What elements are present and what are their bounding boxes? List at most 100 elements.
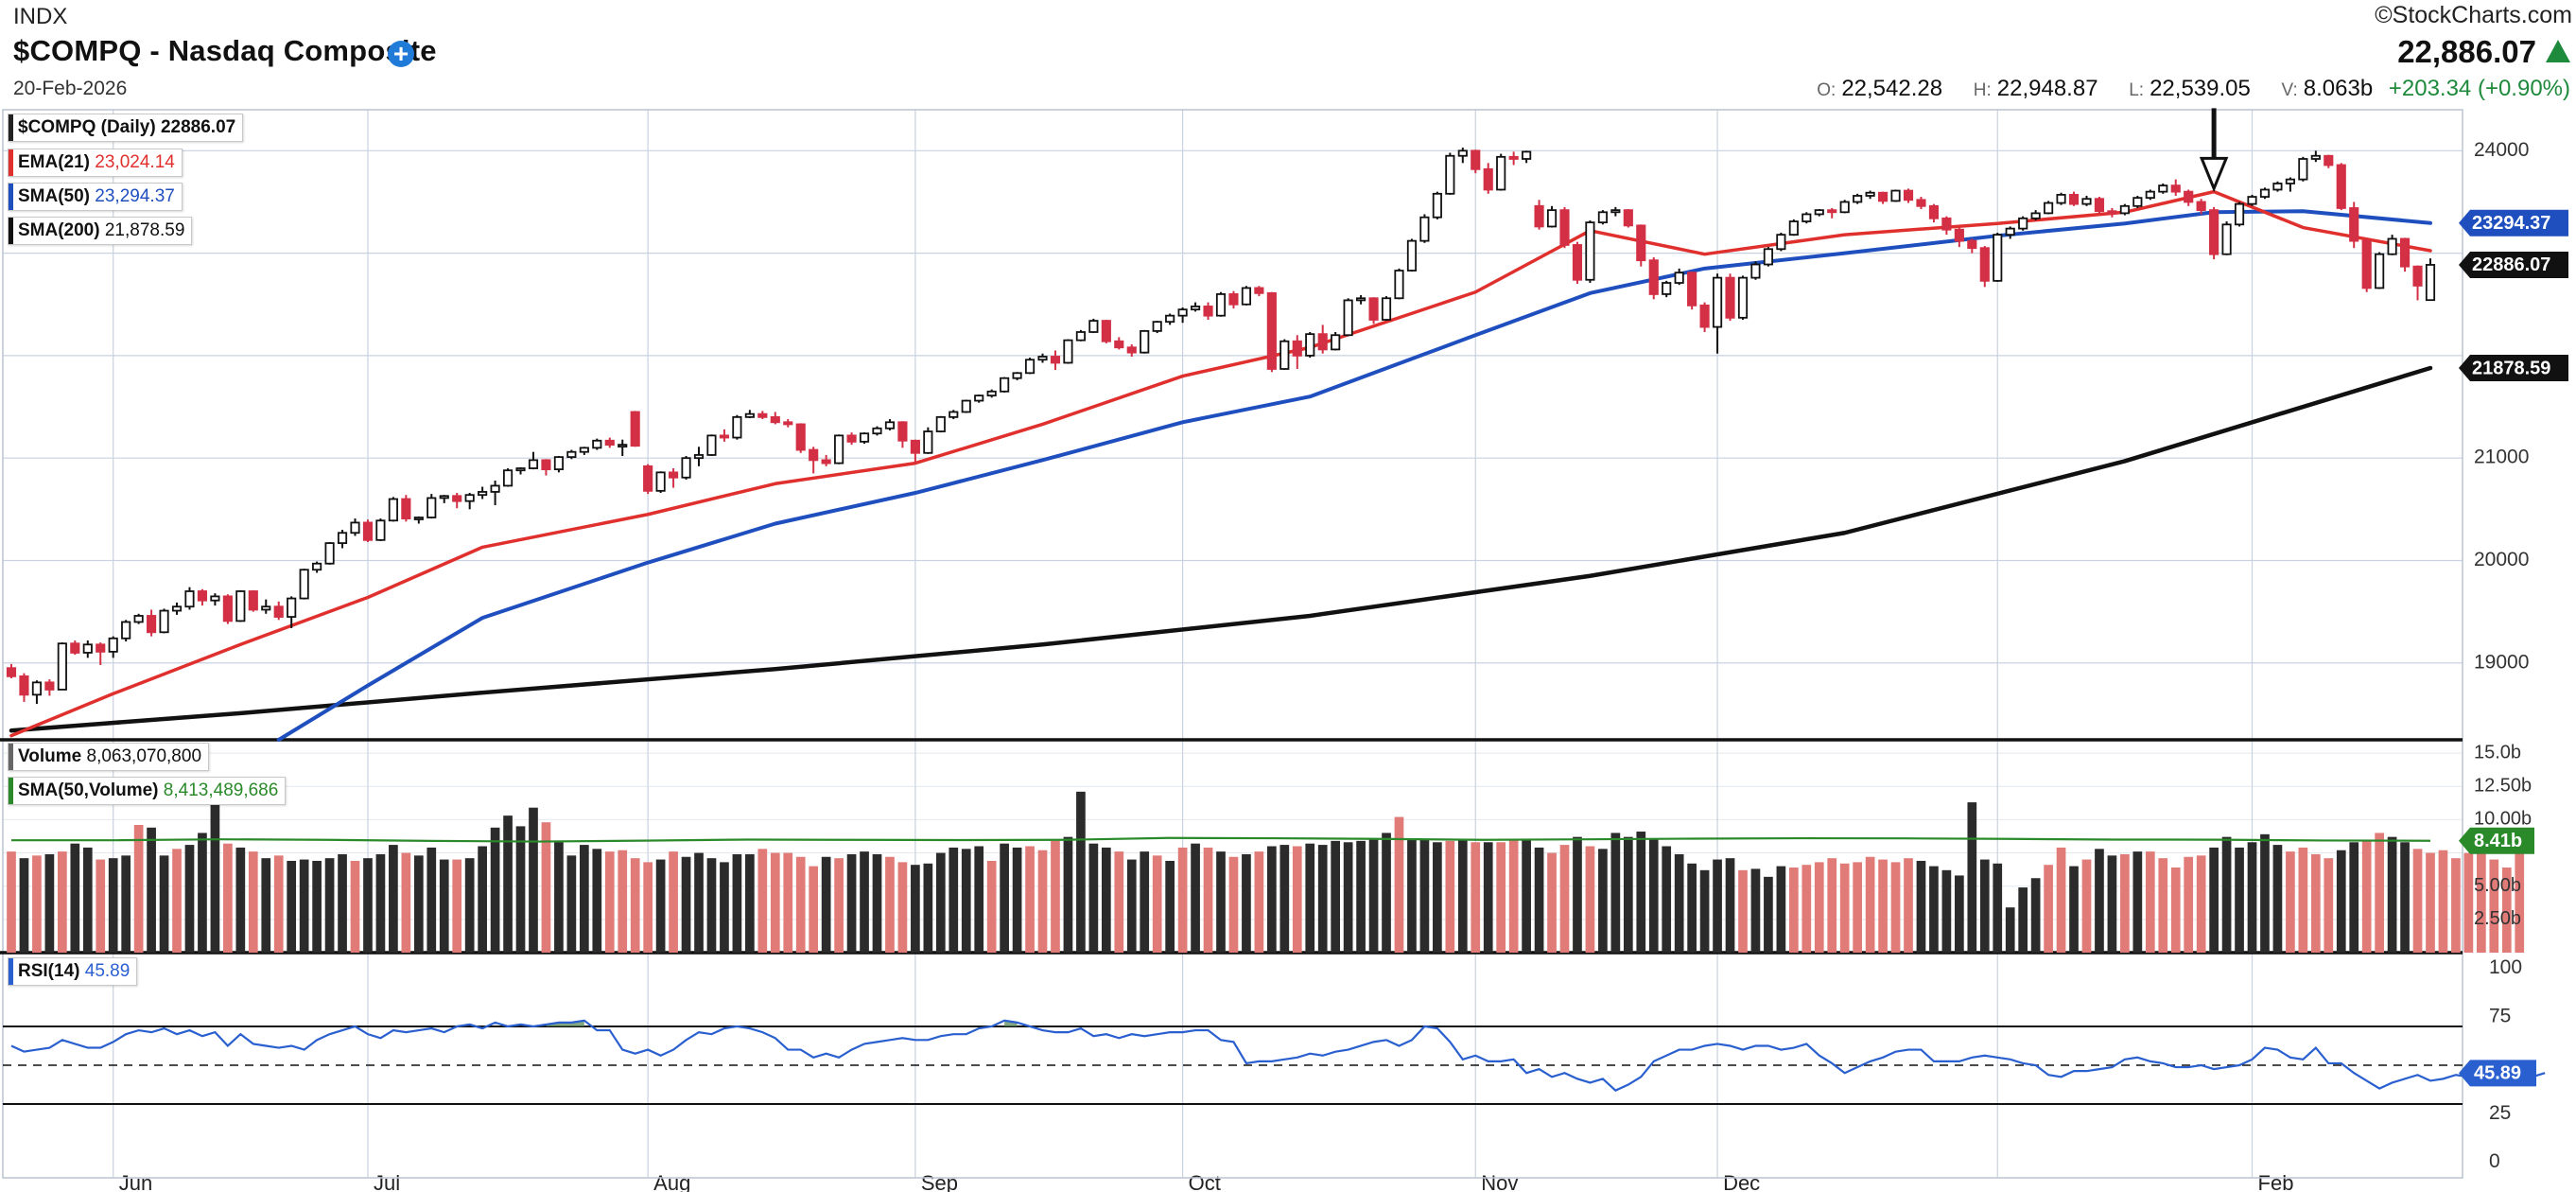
candle-body <box>464 494 475 502</box>
volume-bar <box>1508 839 1519 953</box>
volume-bar <box>860 851 869 953</box>
volume-bar <box>1979 859 1990 953</box>
candle-body <box>2081 198 2092 205</box>
volume-bar <box>1534 847 1544 953</box>
candle-body <box>681 457 691 479</box>
volume-bar <box>2336 850 2346 953</box>
grid-lines <box>3 110 2463 1178</box>
volume-bar <box>350 860 360 953</box>
legend-volume-sma[interactable]: SMA(50,Volume) 8,413,489,686 <box>8 777 287 805</box>
volume-bar <box>2412 849 2423 953</box>
candle-body <box>1508 155 1519 160</box>
candle-body <box>210 595 220 602</box>
volume-bar <box>1216 851 1226 953</box>
volume-bar <box>1457 839 1468 953</box>
candle-body <box>795 423 806 451</box>
volume-bar <box>1904 858 1913 953</box>
candle-body <box>287 597 297 618</box>
rsi-tick-label: 100 <box>2489 956 2522 978</box>
candle-body <box>1750 263 1761 279</box>
candle-body <box>923 430 933 454</box>
add-plus-icon[interactable]: + <box>388 41 414 67</box>
volume-bar <box>1228 856 1239 953</box>
candle-body <box>401 498 411 519</box>
volume-bar <box>2005 907 2015 953</box>
candle-body <box>2030 212 2041 219</box>
candle-body <box>1737 276 1749 319</box>
candle-body <box>1012 372 1022 379</box>
volume-bar <box>375 853 386 953</box>
volume-bar <box>1801 865 1812 953</box>
open-value: 22,542.28 <box>1841 76 1943 101</box>
volume-bar <box>363 858 373 953</box>
volume-bar <box>1547 852 1557 953</box>
candle-body <box>121 621 131 640</box>
candle-body <box>2145 190 2155 200</box>
candle-body <box>2259 188 2271 198</box>
legend-ema21[interactable]: EMA(21) 23,024.14 <box>8 149 183 177</box>
candle-body <box>2400 237 2411 268</box>
legend-volume-sma-value: 8,413,489,686 <box>163 780 279 800</box>
candle-body <box>1024 359 1036 375</box>
volume-bar <box>198 833 207 953</box>
candle-body <box>1941 217 1952 231</box>
candle-body <box>2272 183 2283 191</box>
candle-body <box>1865 191 1875 197</box>
volume-bar <box>1687 863 1697 953</box>
x-axis-label-jul: Jul <box>374 1171 400 1192</box>
candle-body <box>693 454 705 460</box>
volume-bar <box>515 826 526 953</box>
legend-volume[interactable]: Volume 8,063,070,800 <box>8 743 210 771</box>
brand-label[interactable]: ©StockCharts.com <box>2375 2 2572 28</box>
volume-bar <box>1140 851 1150 953</box>
candle-body <box>1954 228 1964 242</box>
legend-sma200[interactable]: SMA(200) 21,878.59 <box>8 217 193 245</box>
volume-bar <box>949 847 959 953</box>
legend-rsi[interactable]: RSI(14) 45.89 <box>8 957 138 986</box>
volume-bar <box>1025 846 1035 953</box>
candle-body <box>2196 201 2206 212</box>
volume-bar <box>1878 859 1888 953</box>
volume-bar <box>2095 849 2104 953</box>
candle-body <box>2247 196 2257 205</box>
volume-bar <box>2081 859 2092 953</box>
volume-bar <box>821 856 831 953</box>
candle-body <box>2336 164 2346 209</box>
candle-body <box>19 675 29 696</box>
legend-price[interactable]: $COMPQ (Daily) 22886.07 <box>8 114 244 142</box>
volume-bar <box>809 866 819 953</box>
candle-body <box>44 681 55 691</box>
volume-bar <box>1648 838 1659 953</box>
volume-bar <box>2286 851 2295 953</box>
candle-body <box>171 605 183 612</box>
candle-body <box>1419 216 1430 242</box>
candle-body <box>439 495 449 500</box>
candle-body <box>1534 204 1544 228</box>
candle-body <box>184 590 195 608</box>
candle-body <box>1674 272 1684 284</box>
volume-tick-label: 12.50b <box>2474 776 2532 797</box>
legend-rsi-label: RSI(14) <box>18 961 80 981</box>
volume-bar <box>147 827 156 953</box>
volume-bar <box>1814 862 1824 953</box>
rsi-tick-label: 25 <box>2489 1102 2511 1124</box>
candle-body <box>375 519 386 541</box>
volume-bar <box>2247 842 2257 953</box>
volume-bar <box>618 850 628 953</box>
candle-body <box>935 415 946 432</box>
candle-body <box>1381 297 1392 321</box>
candle-body <box>1215 293 1227 317</box>
volume-bar <box>885 856 895 953</box>
volume-tag-bg <box>2459 827 2534 854</box>
volume-bar <box>1890 862 1901 953</box>
volume-bar <box>2400 842 2410 953</box>
legend-sma50[interactable]: SMA(50) 23,294.37 <box>8 183 183 211</box>
volume-bar <box>1126 859 1137 953</box>
volume-bar <box>2426 852 2435 953</box>
candle-body <box>872 427 882 435</box>
candle-body <box>197 590 208 602</box>
volume-bar <box>1674 853 1684 953</box>
volume-bar <box>413 855 424 953</box>
volume-bar <box>2030 878 2041 953</box>
